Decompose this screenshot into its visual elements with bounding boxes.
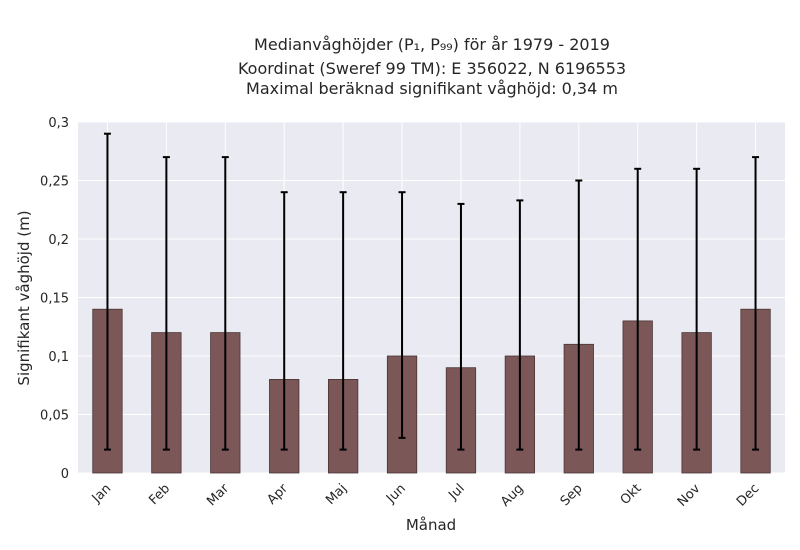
chart-title-line-3: Maximal beräknad signifikant våghöjd: 0,… [246,79,618,98]
error-bar-Jul [457,202,465,451]
error-bars [103,132,760,451]
chart-title-line-1: Medianvåghöjder (P₁, P₉₉) för år 1979 - … [254,35,610,54]
error-bar-Feb [162,156,170,451]
y-tick-label: 0,2 [48,233,69,248]
y-tick-label: 0,25 [40,175,69,190]
y-gridlines [78,121,785,474]
y-tick-label: 0 [61,467,69,482]
y-tick-label: 0,15 [40,292,69,307]
chart-title-line-2: Koordinat (Sweref 99 TM): E 356022, N 61… [237,59,627,78]
x-tick-label: Sep [558,481,586,509]
error-bar-Okt [634,167,642,451]
x-tick-label: Nov [675,481,704,510]
y-tick-label: 0,05 [40,409,69,424]
y-tick-label: 0,1 [48,350,69,365]
error-bar-Nov [693,167,701,451]
y-tick-labels: 0 0,05 0,1 0,15 0,2 0,25 0,3 [40,116,69,482]
error-bar-Mar [221,156,229,451]
x-tick-label: Okt [618,481,645,508]
x-tick-label: Mar [204,481,232,509]
x-tick-labels: Jan Feb Mar Apr Maj Jun Jul Aug Sep Okt Nov Dec [89,481,763,510]
x-tick-label: Jun [383,481,409,507]
error-bar-Sep [575,179,583,451]
x-axis-label: Månad [406,516,456,534]
error-bar-Aug [516,199,524,451]
x-tick-label: Jan [89,481,114,506]
error-bar-Jun [398,191,406,439]
x-tick-label: Maj [323,481,350,508]
error-bar-Apr [280,191,288,451]
error-bar-Maj [339,191,347,451]
x-tick-label: Dec [734,481,762,509]
y-axis-label: Signifikant våghöjd (m) [15,210,33,385]
error-bar-Dec [752,156,760,451]
y-tick-label: 0,3 [48,116,69,131]
x-tick-label: Aug [498,481,527,510]
x-tick-label: Feb [146,481,173,508]
error-bar-Jan [103,132,111,451]
x-tick-label: Jul [445,481,467,503]
x-tick-label: Apr [265,481,292,508]
